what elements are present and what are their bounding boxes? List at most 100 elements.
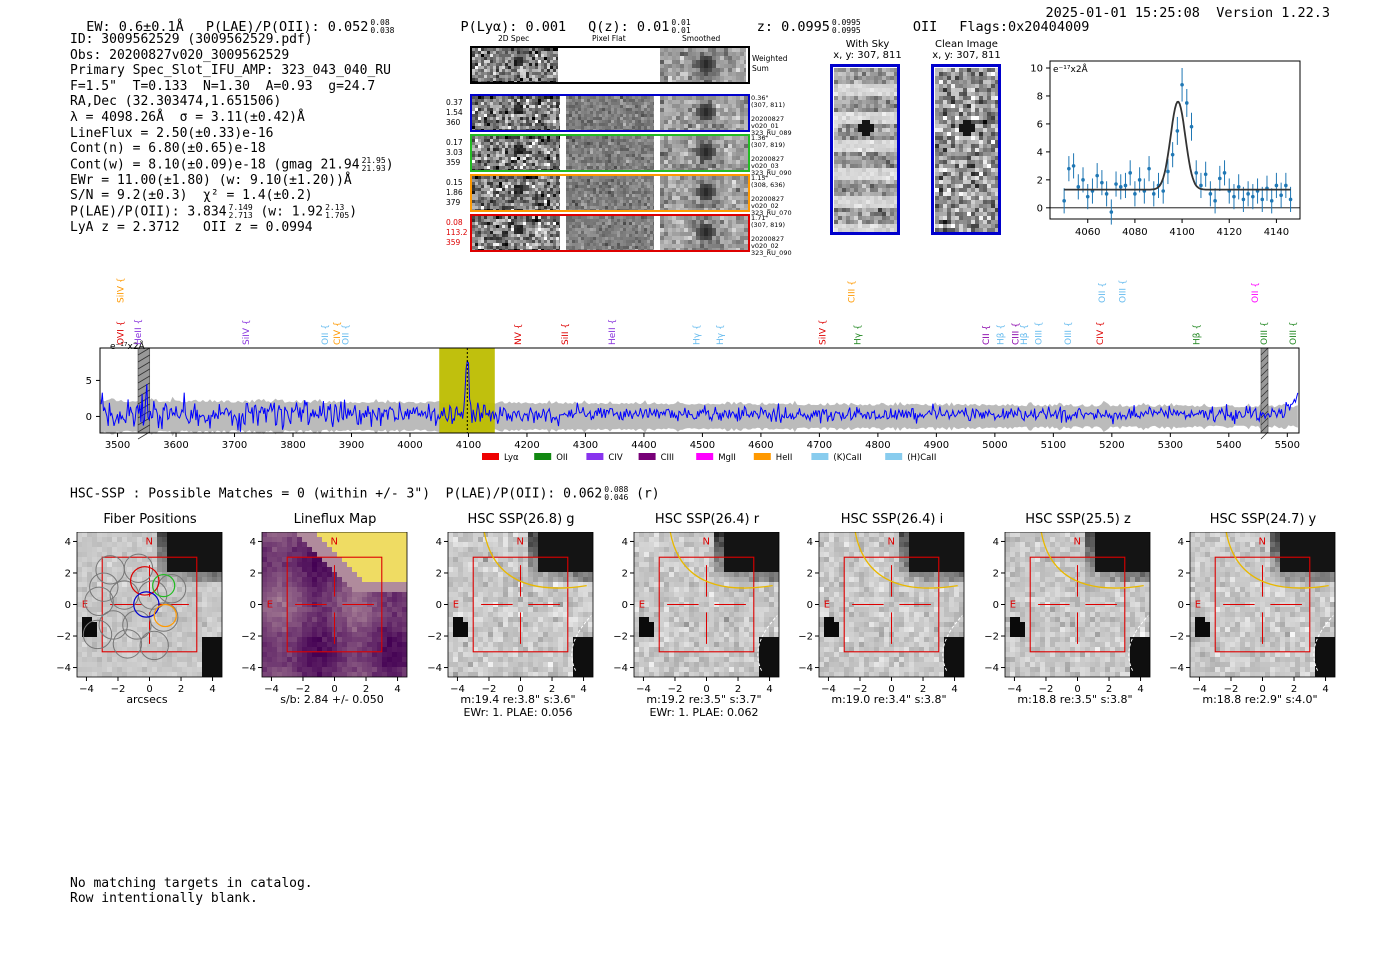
pixel	[547, 72, 550, 75]
pixel	[629, 243, 632, 246]
pixel	[692, 80, 696, 82]
pixel	[584, 111, 587, 114]
pixel	[635, 148, 638, 151]
pixel	[599, 166, 602, 169]
pixel	[890, 108, 894, 112]
pixel	[475, 105, 478, 108]
pixel	[514, 145, 517, 148]
pixel	[487, 66, 490, 69]
pixel	[862, 164, 866, 168]
pixel	[858, 92, 862, 96]
pixel	[647, 142, 650, 145]
pixel	[532, 57, 535, 60]
pixel	[874, 220, 878, 224]
pixel	[874, 100, 878, 104]
pixel	[882, 184, 886, 188]
pixel	[478, 66, 481, 69]
pixel	[490, 120, 493, 123]
pixel	[541, 219, 544, 222]
pixel	[517, 225, 520, 228]
pixel	[550, 163, 553, 166]
pixel	[538, 57, 541, 60]
pixel	[660, 120, 664, 124]
pixel	[850, 196, 854, 200]
pixel	[708, 80, 712, 82]
pixel	[490, 160, 493, 163]
pixel	[874, 184, 878, 188]
pixel	[472, 194, 475, 197]
pixel	[850, 148, 854, 152]
pixel	[484, 148, 487, 151]
pixel	[605, 154, 608, 157]
pixel	[744, 104, 748, 108]
pixel	[623, 194, 626, 197]
pixel	[882, 136, 886, 140]
pixel	[535, 142, 538, 145]
pixel	[692, 108, 696, 112]
pixel	[493, 139, 496, 142]
pixel	[478, 142, 481, 145]
pixel	[578, 154, 581, 157]
pixel	[593, 216, 596, 219]
pixel	[720, 48, 724, 52]
pixel	[481, 142, 484, 145]
pixel	[644, 117, 647, 120]
pixel	[744, 208, 748, 210]
pixel	[708, 136, 712, 140]
pixel	[724, 184, 728, 188]
pixel	[846, 132, 850, 136]
pixel	[704, 224, 708, 228]
pixel	[487, 191, 490, 194]
pixel	[599, 222, 602, 225]
pixel	[720, 228, 724, 232]
pixel	[617, 145, 620, 148]
pixel	[505, 48, 508, 51]
pixel	[638, 114, 641, 117]
pixel	[478, 81, 481, 82]
stamp-meta: 323_RU_089	[751, 129, 792, 137]
pixel	[626, 139, 629, 142]
pixel	[602, 203, 605, 206]
pixel	[593, 160, 596, 163]
pixel	[526, 126, 529, 129]
pixel	[547, 148, 550, 151]
pixel	[623, 191, 626, 194]
pixel	[736, 208, 740, 210]
pixel	[578, 163, 581, 166]
pixel	[490, 206, 493, 209]
pixel	[602, 114, 605, 117]
pixel	[870, 216, 874, 220]
pixel	[684, 112, 688, 116]
pixel	[517, 120, 520, 123]
pixel	[517, 160, 520, 163]
pixel	[596, 225, 599, 228]
pixel	[538, 225, 541, 228]
pixel	[605, 206, 608, 209]
pixel	[740, 244, 744, 248]
pixel	[511, 209, 514, 210]
pixel	[660, 192, 664, 196]
pixel	[526, 157, 529, 160]
stamp-row-meta: 1.71" (307, 819) 20200827 v020_02 323_RU_09…	[751, 215, 792, 257]
pixel	[511, 185, 514, 188]
pixel	[878, 160, 882, 164]
pixel	[496, 249, 499, 250]
pixel	[499, 246, 502, 249]
pixel	[692, 180, 696, 184]
pixel	[490, 243, 493, 246]
pixel	[590, 96, 593, 99]
pixel	[487, 203, 490, 206]
pixel	[566, 151, 569, 154]
pixel	[481, 179, 484, 182]
pixel	[496, 114, 499, 117]
pixel	[590, 246, 593, 249]
pixel	[517, 200, 520, 203]
pixel	[866, 72, 870, 76]
pixel	[505, 194, 508, 197]
pixel	[532, 163, 535, 166]
pixel	[680, 96, 684, 100]
pixel	[523, 246, 526, 249]
pixel	[744, 136, 748, 140]
pixel	[653, 148, 654, 151]
pixel	[520, 154, 523, 157]
